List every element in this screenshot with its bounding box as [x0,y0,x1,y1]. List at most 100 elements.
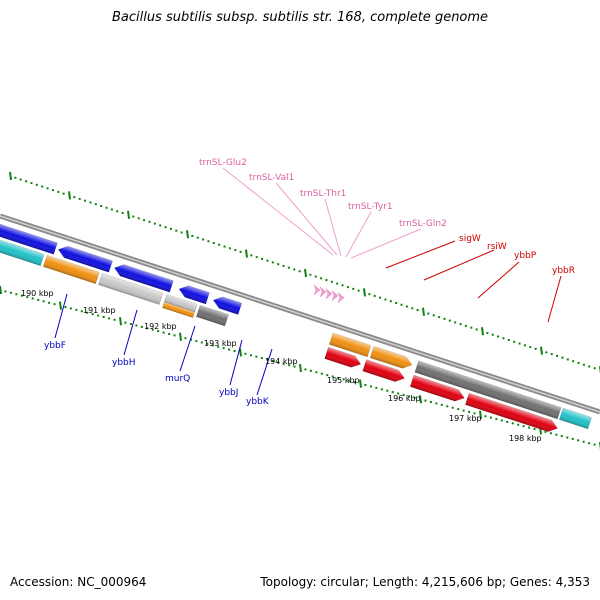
gene-gray-2-gloss [414,360,562,419]
upper-ring-minor-tick [14,176,17,179]
lower-ring-minor-tick [4,290,7,293]
upper-ring-minor-tick [384,298,387,301]
genome-summary-text: Topology: circular; Length: 4,215,606 bp… [260,575,590,589]
lower-ring-minor-tick [75,308,78,311]
upper-ring-minor-tick [454,321,457,324]
trna-label-val1[interactable]: trnSL-Val1 [249,173,294,183]
lower-ring-minor-tick [69,307,72,310]
map-title: Bacillus subtilis subsp. subtilis str. 1… [111,10,489,25]
upper-ring-minor-tick [153,222,156,225]
gene-orange-4 [369,345,413,369]
gene-label-ybbH[interactable]: ybbH [112,358,136,368]
trna-label-glu2[interactable]: trnSL-Glu2 [199,158,247,168]
gene-label-ybbP[interactable]: ybbP [514,251,537,261]
lower-ring-minor-tick [424,399,427,402]
trna-chevron [337,292,345,303]
lower-ring-minor-tick [402,393,405,396]
gene-label-ybbJ[interactable]: ybbJ [219,388,238,398]
lower-ring-minor-tick [397,392,400,395]
upper-ring-minor-tick [110,208,113,211]
trna-label-tyr1[interactable]: trnSL-Tyr1 [348,202,393,212]
upper-ring-minor-tick [373,294,376,297]
lower-ring-minor-tick [222,347,225,350]
leader-rsiW [423,249,495,281]
lower-ring-minor-tick [369,385,372,388]
upper-ring-minor-tick [19,178,22,181]
upper-tick-ring [9,171,600,375]
lower-ring-minor-tick [342,378,345,381]
lower-ring-minor-tick [97,314,100,317]
upper-ring-minor-tick [62,192,65,195]
lower-ring-minor-tick [451,406,454,409]
upper-ring-minor-tick [89,201,92,204]
gene-label-ybbK[interactable]: ybbK [246,397,270,407]
upper-ring-minor-tick [346,286,349,289]
upper-ring-minor-tick [100,204,103,207]
gene-label-ybbR[interactable]: ybbR [552,266,575,276]
lower-ring-minor-tick [168,332,171,335]
upper-ring-major-tick [363,288,366,297]
upper-ring-minor-tick [148,220,151,223]
lower-ring-minor-tick [320,372,323,375]
upper-ring-minor-tick [497,335,500,338]
upper-ring-minor-tick [271,261,274,264]
lower-ring-minor-tick [42,300,45,303]
lower-ring-minor-tick [288,364,291,367]
lower-ring-minor-tick [162,331,165,334]
gene-red-3-gloss [410,375,465,402]
upper-ring-minor-tick [293,268,296,271]
gene-label-rsiW[interactable]: rsiW [487,242,507,252]
upper-ring-minor-tick [448,319,451,322]
upper-ring-minor-tick [438,316,441,319]
upper-ring-minor-tick [261,257,264,260]
lower-ring-minor-tick [108,317,111,320]
gene-label-murQ[interactable]: murQ [165,374,190,384]
lower-ring-minor-tick [146,327,149,330]
leader-ybbF [54,293,68,339]
lower-ring-minor-tick [53,303,56,306]
upper-ring-minor-tick [523,344,526,347]
lower-ring-major-tick [179,332,182,341]
scale-label-194: 194 kbp [265,357,298,366]
upper-ring-minor-tick [464,324,467,327]
upper-ring-minor-tick [180,231,183,234]
upper-ring-minor-tick [57,190,60,193]
upper-ring-minor-tick [325,279,328,282]
lower-ring-minor-tick [64,306,67,309]
scale-label-193: 193 kbp [204,339,237,348]
lower-ring-minor-tick [37,298,40,301]
upper-ring-major-tick [68,191,71,200]
upper-ring-minor-tick [556,354,559,357]
upper-ring-minor-tick [169,227,172,230]
lower-ring-minor-tick [549,432,552,435]
upper-ring-minor-tick [518,342,521,345]
gene-gray-2 [414,360,562,420]
gene-blue-3-gloss [58,246,113,273]
gene-blue-3 [57,246,113,273]
gene-label-ybbF[interactable]: ybbF [44,341,66,351]
scale-label-198: 198 kbp [509,434,542,443]
upper-ring-major-tick [186,230,189,239]
upper-ring-minor-tick [30,182,33,185]
upper-ring-minor-tick [545,351,548,354]
upper-ring-minor-tick [357,289,360,292]
upper-ring-minor-tick [121,212,124,215]
lower-ring-minor-tick [228,348,231,351]
gene-label-sigW[interactable]: sigW [459,234,481,244]
lower-ring-minor-tick [391,391,394,394]
leader-sigW [385,240,456,269]
upper-ring-minor-tick [287,266,290,269]
lower-ring-minor-tick [173,334,176,337]
leader-ybbH [123,309,138,356]
lower-ring-major-tick [239,348,242,357]
label-leader-lines [54,167,562,396]
gene-blue-6-gloss [213,296,242,315]
upper-ring-minor-tick [234,249,237,252]
trna-chevron [313,284,321,296]
lower-ring-minor-tick [348,379,351,382]
trna-label-gln2[interactable]: trnSL-Gln2 [399,219,447,229]
gene-cyan-gloss [0,226,45,266]
lower-ring-minor-tick [233,349,236,352]
trna-label-thr1[interactable]: trnSL-Thr1 [300,189,346,199]
